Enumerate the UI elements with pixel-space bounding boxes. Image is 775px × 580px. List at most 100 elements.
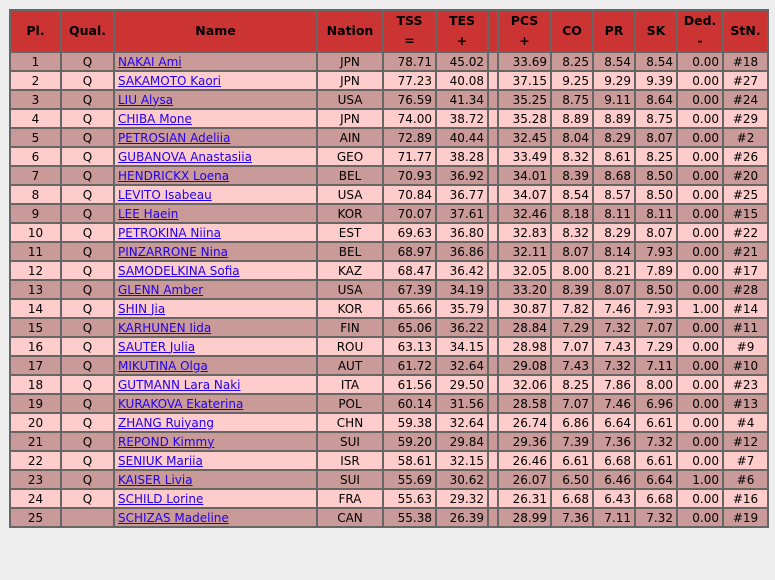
pcs-cell: 33.20 [497, 279, 552, 300]
skater-link[interactable]: REPOND Kimmy [118, 434, 215, 449]
pr-cell: 8.61 [592, 146, 636, 167]
skater-link[interactable]: CHIBA Mone [118, 111, 192, 126]
skater-link[interactable]: PINZARRONE Nina [118, 244, 228, 259]
nation-cell: GEO [316, 146, 384, 167]
spacer-cell [487, 51, 499, 72]
nation-cell: JPN [316, 51, 384, 72]
spacer-cell [487, 127, 499, 148]
pl-cell: 4 [9, 108, 62, 129]
skater-link[interactable]: SCHILD Lorine [118, 491, 204, 506]
skater-link[interactable]: NAKAI Ami [118, 54, 182, 69]
nation-cell: SUI [316, 469, 384, 490]
co-cell: 7.29 [550, 317, 594, 338]
stn-cell: #26 [722, 146, 769, 167]
skater-link[interactable]: GLENN Amber [118, 282, 204, 297]
pl-cell: 2 [9, 70, 62, 91]
sk-cell: 8.25 [634, 146, 678, 167]
tss-cell: 59.20 [382, 431, 437, 452]
ded-cell: 0.00 [676, 507, 724, 528]
nation-cell: CHN [316, 412, 384, 433]
ded-cell: 0.00 [676, 241, 724, 262]
pr-cell: 9.29 [592, 70, 636, 91]
qual-cell: Q [60, 298, 115, 319]
skater-link[interactable]: SENIUK Mariia [118, 453, 203, 468]
pcs-cell: 30.87 [497, 298, 552, 319]
skater-link[interactable]: SHIN Jia [118, 301, 166, 316]
pcs-cell: 34.07 [497, 184, 552, 205]
pr-cell: 7.86 [592, 374, 636, 395]
tes-cell: 36.22 [435, 317, 489, 338]
skater-link[interactable]: GUTMANN Lara Naki [118, 377, 241, 392]
header-tes-sub: + [456, 33, 468, 48]
table-row: 6 Q GUBANOVA Anastasiia GEO 71.77 38.28 33.49 8… [9, 146, 769, 167]
skater-link[interactable]: KURAKOVA Ekaterina [118, 396, 244, 411]
pr-cell: 8.68 [592, 165, 636, 186]
co-cell: 6.61 [550, 450, 594, 471]
sk-cell: 7.07 [634, 317, 678, 338]
skater-link[interactable]: PETROSIAN Adeliia [118, 130, 231, 145]
spacer-cell [487, 469, 499, 490]
skater-link[interactable]: KARHUNEN Iida [118, 320, 212, 335]
qual-cell: Q [60, 184, 115, 205]
tes-cell: 36.92 [435, 165, 489, 186]
spacer-cell [487, 507, 499, 528]
skater-link[interactable]: LIU Alysa [118, 92, 174, 107]
qual-cell: Q [60, 374, 115, 395]
pl-cell: 15 [9, 317, 62, 338]
tss-cell: 72.89 [382, 127, 437, 148]
header-pcs-sub: + [519, 33, 530, 48]
pl-cell: 6 [9, 146, 62, 167]
name-cell: KURAKOVA Ekaterina [113, 393, 318, 414]
header-tss-sub: = [404, 33, 415, 48]
pl-cell: 10 [9, 222, 62, 243]
spacer-cell [487, 184, 499, 205]
pl-cell: 20 [9, 412, 62, 433]
ded-cell: 0.00 [676, 355, 724, 376]
table-row: 24 Q SCHILD Lorine FRA 55.63 29.32 26.31 6.68 6.… [9, 488, 769, 509]
co-cell: 8.07 [550, 241, 594, 262]
stn-cell: #21 [722, 241, 769, 262]
nation-cell: EST [316, 222, 384, 243]
skater-link[interactable]: SAKAMOTO Kaori [118, 73, 221, 88]
co-cell: 6.68 [550, 488, 594, 509]
skater-link[interactable]: HENDRICKX Loena [118, 168, 230, 183]
spacer-cell [487, 431, 499, 452]
ded-cell: 0.00 [676, 108, 724, 129]
tes-cell: 36.86 [435, 241, 489, 262]
skater-link[interactable]: SAUTER Julia [118, 339, 196, 354]
nation-cell: USA [316, 279, 384, 300]
sk-cell: 8.07 [634, 222, 678, 243]
skater-link[interactable]: LEVITO Isabeau [118, 187, 212, 202]
skater-link[interactable]: LEE Haein [118, 206, 179, 221]
skater-link[interactable]: SCHIZAS Madeline [118, 510, 229, 525]
pcs-cell: 28.84 [497, 317, 552, 338]
co-cell: 8.18 [550, 203, 594, 224]
qual-cell: Q [60, 412, 115, 433]
pr-cell: 6.64 [592, 412, 636, 433]
co-cell: 8.32 [550, 146, 594, 167]
sk-cell: 7.32 [634, 507, 678, 528]
table-row: 21 Q REPOND Kimmy SUI 59.20 29.84 29.36 7.39 7.3… [9, 431, 769, 452]
skater-link[interactable]: SAMODELKINA Sofia [118, 263, 240, 278]
stn-cell: #13 [722, 393, 769, 414]
tss-cell: 61.56 [382, 374, 437, 395]
skater-link[interactable]: MIKUTINA Olga [118, 358, 208, 373]
ded-cell: 0.00 [676, 127, 724, 148]
qual-cell: Q [60, 488, 115, 509]
skater-link[interactable]: GUBANOVA Anastasiia [118, 149, 252, 164]
table-row: 23 Q KAISER Livia SUI 55.69 30.62 26.07 6.50 6.4… [9, 469, 769, 490]
spacer-cell [487, 317, 499, 338]
pcs-cell: 26.31 [497, 488, 552, 509]
skater-link[interactable]: PETROKINA Niina [118, 225, 221, 240]
pcs-cell: 32.06 [497, 374, 552, 395]
header-pcs: PCS + [497, 9, 552, 53]
tes-cell: 38.72 [435, 108, 489, 129]
skater-link[interactable]: KAISER Livia [118, 472, 193, 487]
sk-cell: 6.61 [634, 412, 678, 433]
name-cell: REPOND Kimmy [113, 431, 318, 452]
nation-cell: KOR [316, 203, 384, 224]
skater-link[interactable]: ZHANG Ruiyang [118, 415, 214, 430]
stn-cell: #2 [722, 127, 769, 148]
tes-cell: 34.19 [435, 279, 489, 300]
stn-cell: #19 [722, 507, 769, 528]
